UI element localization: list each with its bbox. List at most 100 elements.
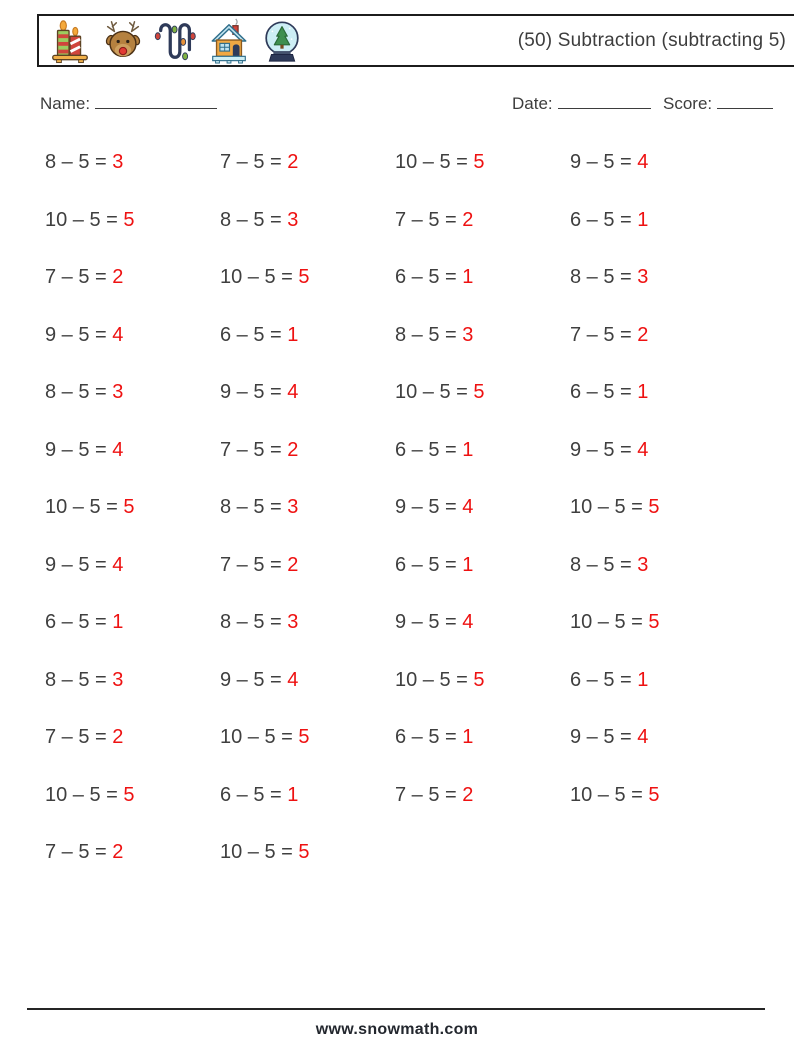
problem-expression: 10 – 5 = [220, 266, 299, 289]
problem: 10 – 5 = 5 [45, 496, 220, 519]
problem-answer: 4 [287, 381, 299, 404]
page-title: (50) Subtraction (subtracting 5) [517, 29, 786, 51]
problem-answer: 1 [462, 266, 474, 289]
problem-expression: 10 – 5 = [570, 496, 649, 519]
problem-expression: 9 – 5 = [45, 438, 113, 461]
problem-expression: 10 – 5 = [395, 151, 474, 174]
problem-answer: 2 [112, 841, 124, 864]
problem: 8 – 5 = 3 [45, 381, 220, 404]
problem-answer: 4 [462, 496, 474, 519]
problem: 9 – 5 = 4 [570, 151, 745, 174]
problem: 10 – 5 = 5 [45, 784, 220, 807]
problem: 8 – 5 = 3 [570, 554, 745, 577]
problem: 7 – 5 = 2 [45, 726, 220, 749]
problem-answer: 3 [112, 151, 124, 174]
problem-answer: 5 [298, 266, 310, 289]
problem-expression: 10 – 5 = [570, 783, 649, 806]
problem-expression: 8 – 5 = [220, 611, 288, 634]
problem-answer: 2 [287, 438, 299, 461]
problem-expression: 10 – 5 = [45, 496, 124, 519]
problem-answer: 5 [123, 496, 135, 519]
problem-expression: 9 – 5 = [45, 553, 113, 576]
problem: 10 – 5 = 5 [570, 784, 745, 807]
problem-expression: 10 – 5 = [395, 668, 474, 691]
name-label: Name: [40, 94, 91, 113]
score-blank-line [717, 94, 774, 109]
problem-expression: 9 – 5 = [395, 611, 463, 634]
problem-expression: 6 – 5 = [395, 266, 463, 289]
problem-expression: 9 – 5 = [45, 323, 113, 346]
problem: 10 – 5 = 5 [220, 841, 395, 864]
problem-expression: 9 – 5 = [570, 726, 638, 749]
problem: 9 – 5 = 4 [220, 381, 395, 404]
problem-expression: 10 – 5 = [45, 208, 124, 231]
problem: 7 – 5 = 2 [220, 151, 395, 174]
problem-answer: 2 [462, 208, 474, 231]
problem: 6 – 5 = 1 [570, 209, 745, 232]
problem: 7 – 5 = 2 [220, 439, 395, 462]
problem-expression: 10 – 5 = [570, 611, 649, 634]
candles-icon [47, 18, 93, 64]
problem: 8 – 5 = 3 [220, 209, 395, 232]
problem-answer: 2 [637, 323, 649, 346]
problem-answer: 5 [648, 611, 660, 634]
snow-globe-icon [259, 18, 305, 64]
problem-expression: 10 – 5 = [220, 726, 299, 749]
problem-answer: 1 [637, 668, 649, 691]
problem: 9 – 5 = 4 [45, 324, 220, 347]
problem-answer: 3 [637, 553, 649, 576]
score-label: Score: [663, 94, 713, 113]
problem: 9 – 5 = 4 [45, 439, 220, 462]
problem-answer: 4 [112, 553, 124, 576]
problem-expression: 7 – 5 = [220, 553, 288, 576]
problem-expression: 9 – 5 = [220, 668, 288, 691]
problem-expression: 7 – 5 = [395, 208, 463, 231]
problem-expression: 10 – 5 = [220, 841, 299, 864]
problem-answer: 5 [648, 496, 660, 519]
problem-expression: 6 – 5 = [220, 323, 288, 346]
problem-answer: 5 [648, 783, 660, 806]
problem-answer: 2 [287, 553, 299, 576]
problem: 8 – 5 = 3 [45, 151, 220, 174]
problem: 6 – 5 = 1 [570, 381, 745, 404]
problem-answer: 3 [112, 668, 124, 691]
problem-answer: 1 [637, 208, 649, 231]
problem-expression: 8 – 5 = [570, 553, 638, 576]
problem-expression: 8 – 5 = [45, 381, 113, 404]
problem-expression: 7 – 5 = [45, 266, 113, 289]
problem-answer: 5 [298, 726, 310, 749]
website-text: www.snowmath.com [315, 1021, 479, 1038]
problem: 9 – 5 = 4 [395, 496, 570, 519]
problem: 10 – 5 = 5 [395, 669, 570, 692]
problem: 7 – 5 = 2 [570, 324, 745, 347]
score-field: Score: [663, 94, 774, 114]
problem-expression: 8 – 5 = [395, 323, 463, 346]
problem-answer: 4 [637, 438, 649, 461]
problem-answer: 5 [123, 208, 135, 231]
problem: 8 – 5 = 3 [220, 496, 395, 519]
problem-expression: 6 – 5 = [395, 438, 463, 461]
problem-expression: 8 – 5 = [570, 266, 638, 289]
problem: 9 – 5 = 4 [395, 611, 570, 634]
problem: 10 – 5 = 5 [220, 266, 395, 289]
problem-answer: 2 [462, 783, 474, 806]
problem-answer: 1 [112, 611, 124, 634]
reindeer-icon [100, 18, 146, 64]
header-box: (50) Subtraction (subtracting 5) [37, 14, 794, 67]
problem-expression: 6 – 5 = [570, 381, 638, 404]
name-blank-line [95, 94, 218, 109]
problem: 9 – 5 = 4 [220, 669, 395, 692]
problem: 7 – 5 = 2 [395, 209, 570, 232]
problem-answer: 1 [287, 783, 299, 806]
problem-answer: 3 [462, 323, 474, 346]
problem-answer: 4 [462, 611, 474, 634]
problem-answer: 1 [637, 381, 649, 404]
problem-expression: 8 – 5 = [45, 151, 113, 174]
problem-answer: 3 [287, 611, 299, 634]
problem: 10 – 5 = 5 [570, 496, 745, 519]
problem-answer: 5 [298, 841, 310, 864]
problem: 6 – 5 = 1 [570, 669, 745, 692]
problem-expression: 7 – 5 = [570, 323, 638, 346]
